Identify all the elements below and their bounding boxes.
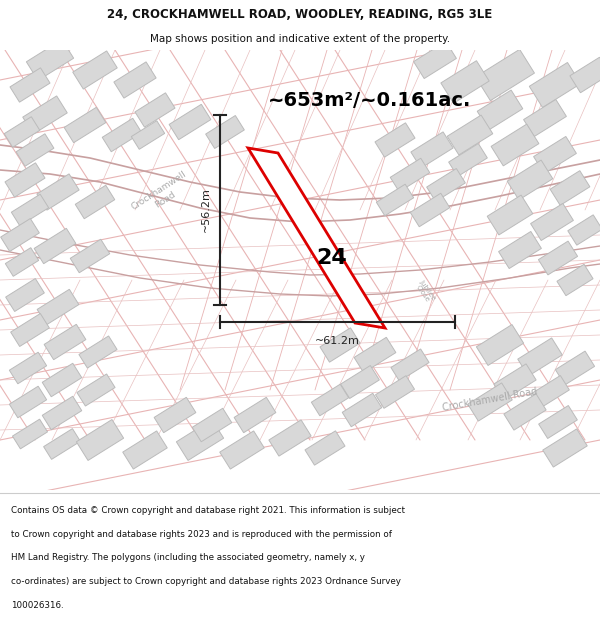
Polygon shape — [441, 61, 489, 103]
Text: to Crown copyright and database rights 2023 and is reproduced with the permissio: to Crown copyright and database rights 2… — [11, 530, 392, 539]
Polygon shape — [5, 248, 38, 276]
Polygon shape — [1, 219, 40, 251]
Polygon shape — [550, 171, 590, 206]
Polygon shape — [79, 336, 117, 368]
Polygon shape — [449, 144, 487, 176]
Polygon shape — [176, 419, 224, 461]
Polygon shape — [499, 231, 541, 269]
Text: Contains OS data © Crown copyright and database right 2021. This information is : Contains OS data © Crown copyright and d… — [11, 506, 405, 515]
Polygon shape — [524, 99, 566, 136]
Polygon shape — [76, 419, 124, 461]
Text: ~61.2m: ~61.2m — [315, 336, 360, 346]
Text: 100026316.: 100026316. — [11, 601, 64, 610]
Polygon shape — [342, 393, 382, 427]
Polygon shape — [169, 104, 211, 140]
Polygon shape — [192, 408, 232, 442]
Polygon shape — [123, 431, 167, 469]
Polygon shape — [23, 96, 67, 134]
Polygon shape — [135, 93, 175, 127]
Polygon shape — [477, 90, 523, 130]
Polygon shape — [320, 328, 360, 362]
Polygon shape — [410, 193, 450, 227]
Polygon shape — [411, 132, 453, 168]
Polygon shape — [476, 324, 524, 366]
Polygon shape — [11, 314, 49, 346]
Polygon shape — [77, 374, 115, 406]
Polygon shape — [154, 398, 196, 432]
Polygon shape — [341, 366, 379, 399]
Polygon shape — [5, 279, 44, 311]
Polygon shape — [248, 148, 385, 328]
Polygon shape — [10, 386, 47, 418]
Polygon shape — [375, 123, 415, 157]
Polygon shape — [468, 383, 512, 421]
Polygon shape — [538, 241, 578, 275]
Polygon shape — [75, 185, 115, 219]
Polygon shape — [568, 215, 600, 245]
Text: Crockhamwell Road: Crockhamwell Road — [442, 387, 538, 413]
Text: co-ordinates) are subject to Crown copyright and database rights 2023 Ordnance S: co-ordinates) are subject to Crown copyr… — [11, 577, 401, 586]
Polygon shape — [64, 107, 106, 142]
Polygon shape — [34, 228, 76, 264]
Polygon shape — [220, 431, 264, 469]
Polygon shape — [427, 169, 466, 201]
Polygon shape — [42, 396, 82, 430]
Polygon shape — [557, 264, 593, 296]
Text: HM Land Registry. The polygons (including the associated geometry, namely x, y: HM Land Registry. The polygons (includin… — [11, 554, 365, 562]
Polygon shape — [26, 39, 74, 81]
Polygon shape — [390, 158, 430, 192]
Text: ~653m²/~0.161ac.: ~653m²/~0.161ac. — [268, 91, 472, 109]
Polygon shape — [44, 324, 86, 360]
Polygon shape — [539, 406, 577, 439]
Polygon shape — [11, 194, 49, 226]
Polygon shape — [494, 364, 536, 400]
Polygon shape — [533, 136, 577, 174]
Polygon shape — [234, 398, 276, 432]
Text: Jubilee
Close: Jubilee Close — [413, 279, 437, 305]
Polygon shape — [354, 338, 396, 372]
Text: Map shows position and indicative extent of the property.: Map shows position and indicative extent… — [150, 34, 450, 44]
Polygon shape — [543, 429, 587, 467]
Text: 24, CROCKHAMWELL ROAD, WOODLEY, READING, RG5 3LE: 24, CROCKHAMWELL ROAD, WOODLEY, READING,… — [107, 8, 493, 21]
Text: ~56.2m: ~56.2m — [201, 188, 211, 232]
Polygon shape — [73, 51, 117, 89]
Polygon shape — [376, 184, 413, 216]
Polygon shape — [570, 58, 600, 92]
Polygon shape — [4, 117, 40, 148]
Polygon shape — [311, 384, 349, 416]
Polygon shape — [530, 204, 574, 241]
Polygon shape — [376, 376, 415, 408]
Polygon shape — [42, 363, 82, 397]
Polygon shape — [556, 351, 595, 385]
Polygon shape — [37, 289, 79, 325]
Polygon shape — [305, 431, 345, 465]
Polygon shape — [70, 239, 110, 272]
Polygon shape — [10, 68, 50, 102]
Text: 24: 24 — [316, 248, 347, 268]
Polygon shape — [447, 115, 493, 155]
Polygon shape — [487, 195, 533, 235]
Polygon shape — [102, 118, 142, 152]
Polygon shape — [530, 376, 569, 409]
Text: Crockhamwell
Road: Crockhamwell Road — [130, 169, 194, 221]
Polygon shape — [507, 160, 553, 200]
Polygon shape — [269, 420, 311, 456]
Polygon shape — [476, 49, 535, 101]
Polygon shape — [16, 134, 54, 166]
Polygon shape — [206, 116, 244, 149]
Polygon shape — [131, 121, 164, 149]
Polygon shape — [37, 174, 79, 210]
Polygon shape — [5, 163, 45, 197]
Polygon shape — [529, 62, 581, 107]
Polygon shape — [413, 41, 457, 79]
Polygon shape — [504, 394, 546, 430]
Polygon shape — [491, 124, 539, 166]
Polygon shape — [10, 352, 47, 384]
Polygon shape — [391, 349, 429, 381]
Polygon shape — [13, 419, 47, 449]
Polygon shape — [44, 429, 80, 459]
Polygon shape — [114, 62, 156, 98]
Polygon shape — [518, 338, 562, 376]
